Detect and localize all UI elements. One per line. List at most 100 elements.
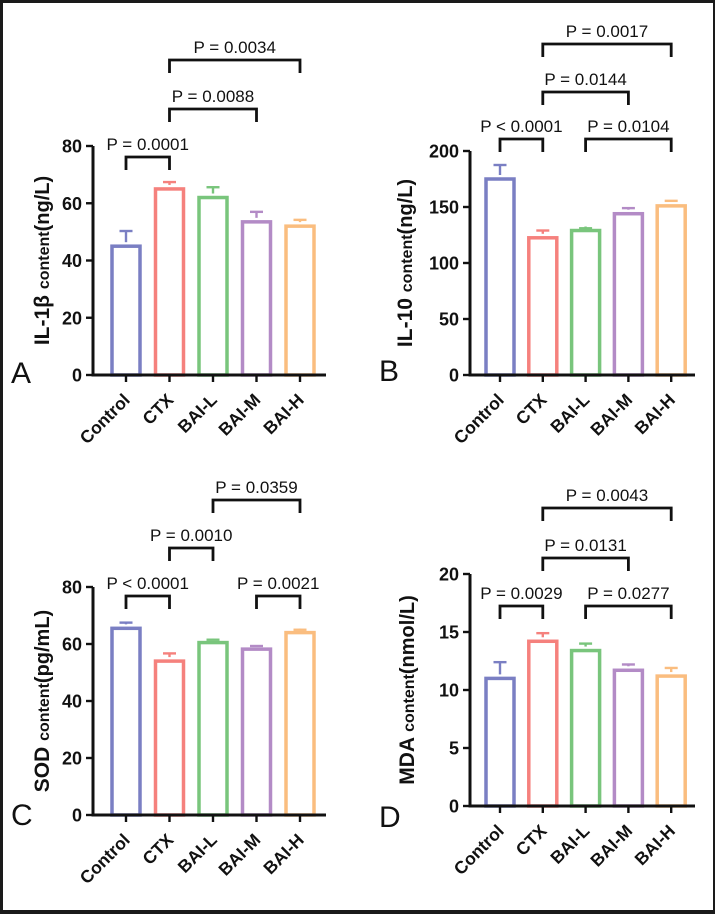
x-category-label: BAI-L (174, 389, 221, 436)
p-value-label: P < 0.0001 (480, 117, 562, 136)
panel-letter: D (379, 801, 401, 834)
x-category-label: BAI-H (259, 830, 308, 879)
panel-letter: A (11, 357, 31, 390)
y-tick-label: 100 (429, 254, 459, 274)
p-value-label: P = 0.0104 (587, 117, 669, 136)
y-tick-label: 50 (439, 310, 459, 330)
y-tick-label: 150 (429, 198, 459, 218)
bar-bai-m (240, 220, 273, 377)
bar-ctx (527, 236, 559, 377)
significance-bracket (498, 137, 545, 152)
bar-control (484, 177, 516, 377)
p-value-label: P = 0.0277 (587, 584, 669, 603)
bar-control (110, 626, 142, 817)
x-category-label: BAI-M (586, 821, 636, 871)
bar-bai-h (284, 630, 316, 817)
bar-bai-m (240, 647, 273, 817)
x-category-label: Control (450, 821, 508, 879)
y-tick-label: 10 (439, 681, 459, 701)
p-value-label: P = 0.0010 (150, 526, 232, 545)
y-axis-title: SOD content(pg/mL) (31, 610, 54, 792)
p-value-label: P = 0.0029 (480, 584, 562, 603)
x-category-label: CTX (138, 829, 177, 868)
x-category-label: BAI-M (586, 390, 636, 440)
p-value-label: P = 0.0001 (107, 135, 189, 154)
bar-bai-m (612, 668, 645, 808)
chart-panel-a: 0 20 40 60 80 Control CTX BAI-L BAI-M BAI-H IL-1β … (3, 3, 358, 457)
p-value-label: P = 0.0017 (566, 22, 648, 41)
x-category-label: BAI-M (214, 390, 264, 440)
panel-letter: C (11, 799, 33, 832)
bar-ctx (153, 187, 186, 377)
bar-bai-h (655, 674, 687, 808)
x-category-label: BAI-H (259, 390, 308, 439)
significance-bracket (541, 556, 630, 571)
significance-bracket (124, 155, 171, 170)
significance-bracket (168, 107, 258, 122)
bar-ctx (153, 659, 186, 817)
bar-control (110, 244, 142, 377)
y-tick-label: 0 (449, 797, 459, 817)
bar-bai-l (197, 195, 229, 377)
significance-bracket (541, 90, 630, 105)
bar-bai-l (197, 640, 229, 817)
significance-bracket (168, 58, 302, 73)
x-category-label: BAI-H (631, 821, 680, 870)
y-tick-label: 20 (439, 565, 459, 585)
p-value-label: P = 0.0144 (544, 70, 626, 89)
p-value-label: P < 0.0001 (107, 574, 189, 593)
y-tick-label: 40 (62, 251, 82, 271)
y-tick-label: 80 (62, 137, 82, 157)
p-value-label: P = 0.0043 (566, 486, 648, 505)
bar-bai-l (569, 228, 602, 377)
p-value-label: P = 0.0359 (215, 478, 297, 497)
significance-bracket (541, 42, 673, 57)
x-category-label: Control (76, 830, 134, 888)
bar-control (484, 676, 516, 808)
y-tick-label: 20 (62, 749, 82, 769)
x-category-label: Control (450, 390, 508, 448)
y-tick-label: 0 (72, 366, 82, 386)
y-tick-label: 5 (449, 739, 459, 759)
x-category-label: Control (76, 390, 134, 448)
y-axis-title: IL-1β content(ng/L) (31, 176, 54, 345)
y-axis-title: IL-10 content(ng/L) (394, 179, 417, 347)
y-tick-label: 15 (439, 623, 459, 643)
significance-bracket (498, 604, 545, 619)
x-category-label: BAI-M (214, 830, 264, 880)
x-category-label: BAI-L (546, 820, 593, 867)
chart-panel-d: 0 5 10 15 20 Control CTX BAI-L BAI-M BAI-H MDA con… (357, 457, 712, 910)
bar-bai-l (569, 648, 602, 808)
significance-bracket (255, 594, 302, 609)
bar-bai-m (612, 211, 645, 377)
significance-bracket (124, 594, 171, 609)
y-tick-label: 200 (429, 142, 459, 162)
significance-bracket (211, 498, 302, 513)
y-tick-label: 20 (62, 308, 82, 328)
x-category-label: BAI-L (546, 389, 593, 436)
y-tick-label: 60 (62, 635, 82, 655)
y-tick-label: 80 (62, 578, 82, 598)
y-tick-label: 60 (62, 194, 82, 214)
y-axis-title: MDA content(nmol/L) (396, 595, 419, 785)
x-category-label: CTX (138, 389, 177, 428)
chart-panel-c: 0 20 40 60 80 Control CTX BAI-L BAI-M BAI-H SOD co… (3, 457, 358, 910)
p-value-label: P = 0.0034 (194, 38, 276, 57)
y-tick-label: 40 (62, 692, 82, 712)
bar-bai-h (655, 204, 687, 377)
x-category-label: BAI-L (174, 829, 221, 876)
y-tick-label: 0 (449, 366, 459, 386)
bar-ctx (527, 639, 559, 808)
chart-panel-b: 0 50 100 150 200 Control CTX BAI-L BAI-M BAI-H IL-… (357, 3, 712, 457)
p-value-label: P = 0.0021 (237, 574, 319, 593)
bar-bai-h (284, 224, 316, 377)
significance-bracket (584, 137, 673, 152)
y-tick-label: 0 (72, 806, 82, 826)
significance-bracket (168, 546, 215, 561)
x-category-label: BAI-H (631, 390, 680, 439)
